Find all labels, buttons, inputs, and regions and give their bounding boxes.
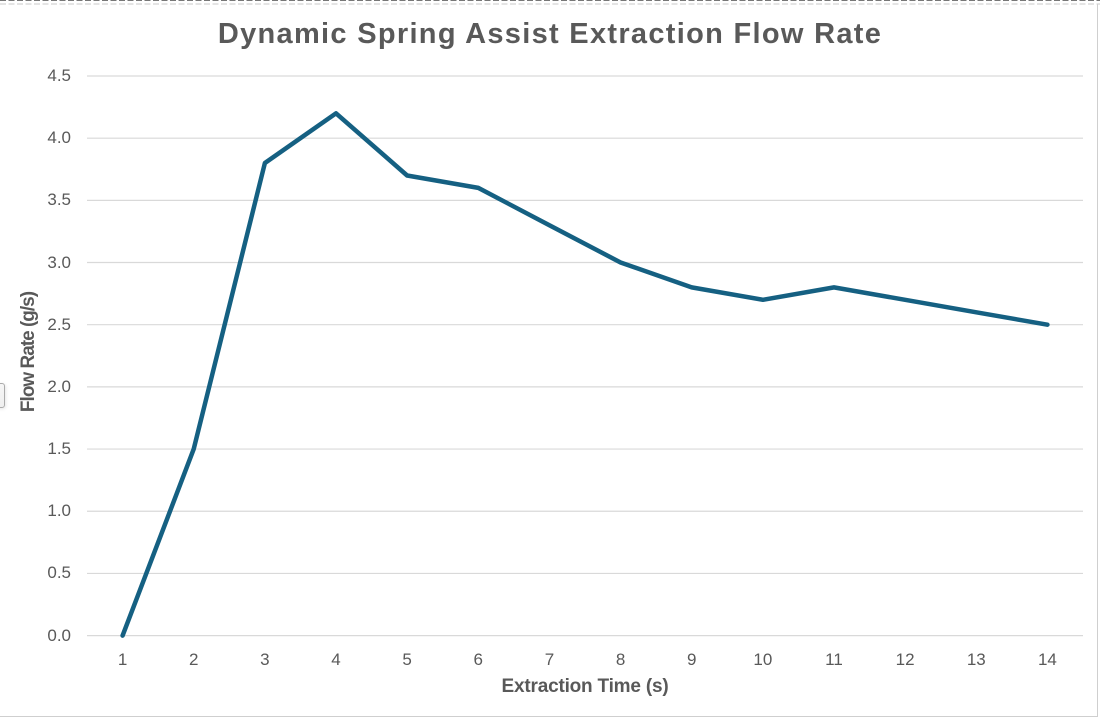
y-tick-label: 3.0 xyxy=(47,252,71,272)
x-tick-label: 11 xyxy=(825,650,843,669)
y-tick-label: 0.0 xyxy=(47,625,71,645)
y-axis-title: Flow Rate (g/s) xyxy=(17,291,39,412)
x-tick-label: 14 xyxy=(1037,650,1057,669)
x-tick-label: 12 xyxy=(895,650,915,669)
x-tick-label: 6 xyxy=(473,650,484,669)
chart-bottom-border xyxy=(0,716,1098,718)
y-tick-label: 4.5 xyxy=(47,66,71,85)
x-tick-label: 13 xyxy=(966,650,986,669)
chart-title: Dynamic Spring Assist Extraction Flow Ra… xyxy=(217,18,883,50)
x-tick-label: 3 xyxy=(260,650,270,669)
chart-right-border xyxy=(1097,4,1099,717)
x-tick-label: 9 xyxy=(686,650,697,669)
x-tick-label: 10 xyxy=(753,650,773,669)
y-tick-label: 1.0 xyxy=(47,501,71,521)
selection-ants-light xyxy=(0,3,1100,5)
x-tick-label: 4 xyxy=(331,650,341,669)
y-tick-label: 4.0 xyxy=(47,128,71,148)
series-line xyxy=(120,111,1050,638)
y-tick-label: 2.0 xyxy=(47,376,71,396)
x-tick-label: 1 xyxy=(117,650,128,669)
x-tick-label: 5 xyxy=(402,650,412,669)
y-tick-label: 0.5 xyxy=(47,563,71,583)
x-axis-title: Extraction Time (s) xyxy=(501,676,669,697)
partial-button[interactable] xyxy=(0,383,5,408)
y-tick-label: 1.5 xyxy=(47,439,71,459)
y-tick-label: 3.5 xyxy=(47,190,71,210)
y-tick-label: 2.5 xyxy=(47,314,71,334)
x-tick-label: 7 xyxy=(544,650,555,669)
selection-ants-dark xyxy=(0,0,1100,2)
x-tick-label: 8 xyxy=(615,650,626,669)
x-tick-label: 2 xyxy=(188,650,199,669)
